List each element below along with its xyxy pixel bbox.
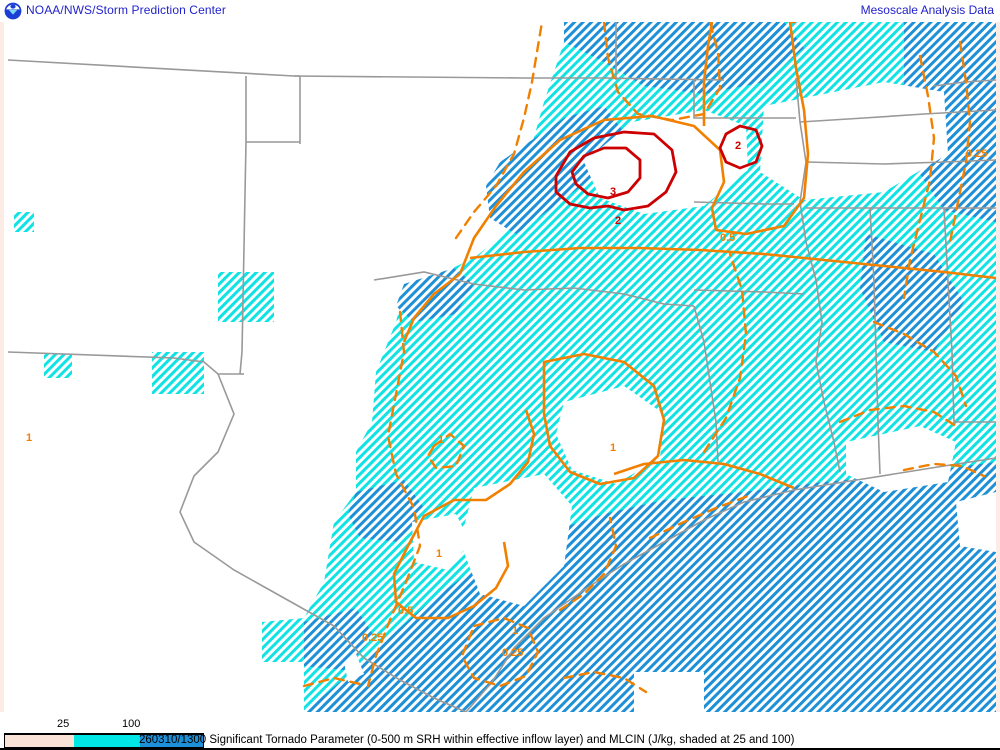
- contour-label: 2: [735, 140, 742, 152]
- page-header: NOAA/NWS/Storm Prediction Center Mesosca…: [0, 0, 1000, 22]
- colorbar-tick-25: 25: [57, 718, 70, 730]
- mesoanalysis-map[interactable]: 3 2 2 1 0.5 0.25 1 1 1 0.5 0.25 0.25 1: [4, 22, 996, 712]
- contour-label: 3: [610, 186, 617, 198]
- colorbar-tick-100: 100: [122, 718, 141, 730]
- page-title: NOAA/NWS/Storm Prediction Center: [26, 3, 226, 17]
- contour-label: 1: [26, 432, 33, 444]
- contour-label: 1: [438, 434, 445, 446]
- mlcin-100-shading: [304, 22, 996, 712]
- noaa-seagull-icon: [4, 2, 22, 20]
- contour-label: 1: [610, 442, 617, 454]
- contour-label: 0.5: [720, 232, 736, 244]
- contour-label: 1: [512, 625, 519, 637]
- mlcin-colorbar: [4, 734, 204, 748]
- contour-label: 2: [615, 215, 622, 227]
- contour-label-layer: 3 2 2 1 0.5 0.25 1 1 1 0.5 0.25 0.25 1: [4, 22, 996, 712]
- page-footer: 25 100 260310/1300 Significant Tornado P…: [0, 712, 1000, 750]
- dataset-title: Mesoscale Analysis Data: [860, 3, 994, 17]
- footer-divider: [0, 748, 1000, 750]
- colorbar-rule: [4, 733, 204, 734]
- contour-label: 0.25: [966, 148, 988, 160]
- colorbar-segment-100: [139, 735, 203, 747]
- map-surface: 3 2 2 1 0.5 0.25 1 1 1 0.5 0.25 0.25 1: [4, 22, 996, 712]
- contour-label: 0.25: [502, 647, 524, 659]
- colorbar-segment-25: [74, 735, 140, 747]
- contour-label: 0.25: [362, 632, 384, 644]
- sigtor-red-contours: [554, 124, 764, 212]
- colorbar-segment-low: [5, 735, 75, 747]
- contour-label: 0.5: [398, 605, 414, 617]
- sigtor-dashed-contours: [302, 22, 986, 694]
- sigtor-solid-contours: [392, 22, 996, 620]
- contour-label: 1: [436, 548, 443, 560]
- state-boundaries-layer: [7, 22, 996, 712]
- map-caption: 260310/1300 Significant Tornado Paramete…: [139, 734, 795, 746]
